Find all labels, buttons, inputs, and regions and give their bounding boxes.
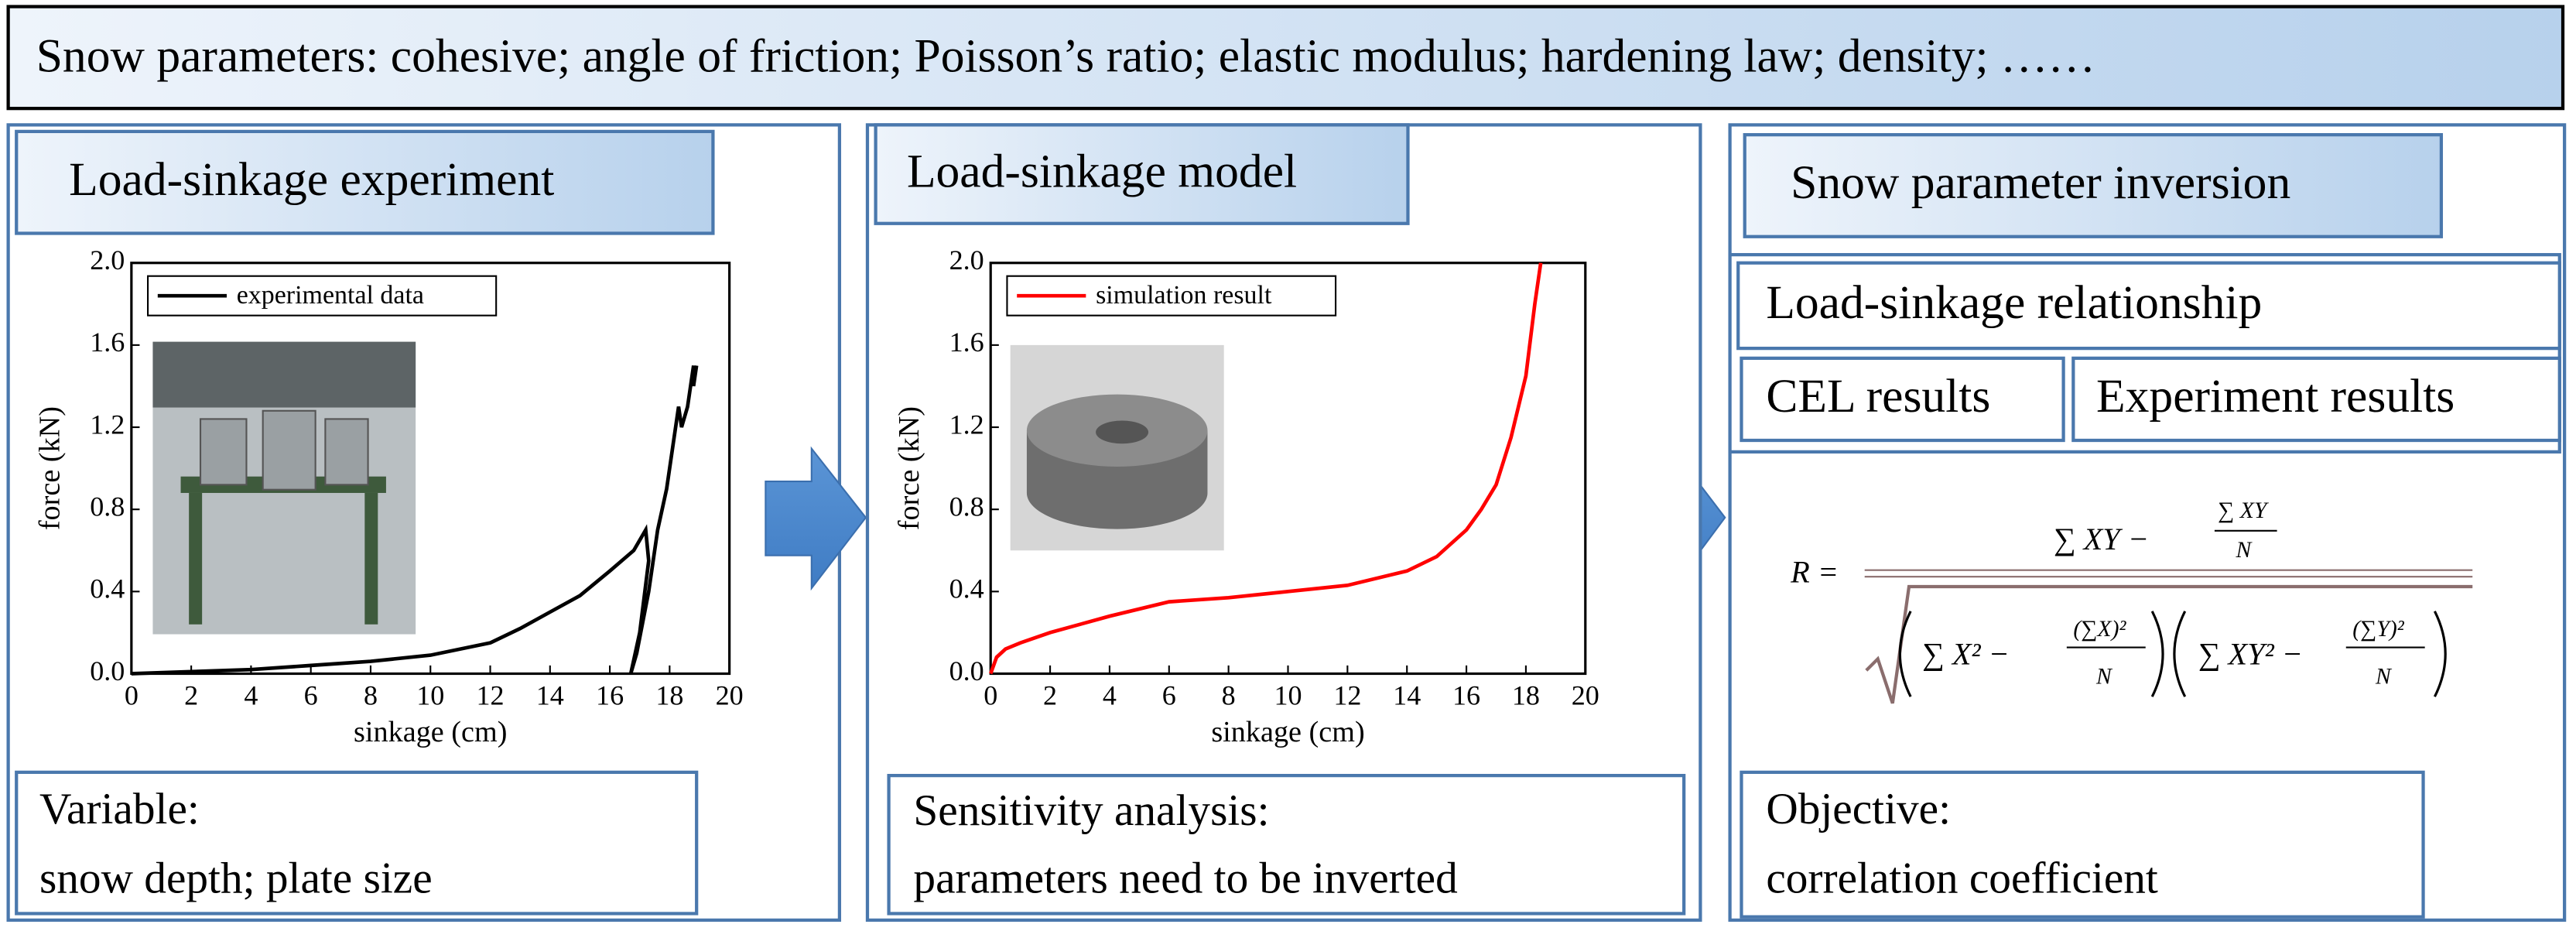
note-text: parameters need to be inverted <box>913 854 1457 902</box>
y-tick-label: 1.2 <box>949 409 984 440</box>
panel-title: Load-sinkage experiment <box>69 153 554 206</box>
banner <box>6 5 2565 111</box>
banner-title: Snow parameters: cohesive; angle of fric… <box>36 30 2095 83</box>
y-tick-label: 0.4 <box>90 573 125 604</box>
formula-part: ∑ XY <box>2218 498 2270 523</box>
x-tick-label: 20 <box>1572 680 1599 711</box>
formula-part: ∑ XY² − <box>2198 637 2303 672</box>
panel-title: Load-sinkage model <box>907 145 1297 197</box>
plot-frame <box>989 262 1587 676</box>
formula-part: N <box>2375 665 2393 690</box>
formula-part: ∑ X² − <box>1922 637 2010 672</box>
y-tick-label: 1.6 <box>949 327 984 358</box>
x-tick-label: 2 <box>1043 680 1057 711</box>
x-axis-label: sinkage (cm) <box>354 716 507 748</box>
x-tick-label: 10 <box>416 680 444 711</box>
y-tick-label: 2.0 <box>949 245 984 276</box>
x-tick-label: 0 <box>125 680 139 711</box>
plot-frame <box>130 262 731 676</box>
photo-detail <box>152 341 416 408</box>
x-tick-label: 6 <box>1162 680 1176 711</box>
source-box <box>2071 356 2561 443</box>
note-heading: Objective: <box>1766 785 1951 833</box>
legend-label: experimental data <box>237 281 424 310</box>
paren <box>2150 611 2164 697</box>
formula-part: N <box>2095 665 2113 690</box>
y-tick-label: 2.0 <box>90 245 125 276</box>
photo-detail <box>364 492 378 625</box>
formula-part: (∑X)² <box>2073 617 2126 642</box>
y-tick-label: 0.4 <box>949 573 984 604</box>
panel-header <box>1743 132 2444 238</box>
x-tick-label: 4 <box>244 680 258 711</box>
formula: R = ∑ XY − ∑ XY N ∑ X² − (∑X)² N ∑ XY² −… <box>1790 498 2473 704</box>
x-tick-label: 0 <box>984 680 997 711</box>
note-box <box>1740 770 2425 919</box>
model-render <box>1096 420 1149 444</box>
paren <box>2433 611 2447 697</box>
source: Experiment results <box>2096 370 2455 423</box>
formula-part: R = <box>1790 554 1839 589</box>
x-tick-label: 8 <box>364 680 378 711</box>
photo-detail <box>324 418 369 486</box>
paren <box>2173 611 2187 697</box>
y-tick-label: 0.0 <box>90 655 125 686</box>
formula-part: (∑Y)² <box>2352 617 2405 642</box>
y-axis-label: force (kN) <box>893 406 925 530</box>
x-tick-label: 10 <box>1274 680 1302 711</box>
flow-arrow <box>765 446 867 591</box>
panel-title: Snow parameter inversion <box>1791 156 2290 209</box>
source-box <box>1740 356 2065 443</box>
x-tick-label: 18 <box>655 680 683 711</box>
y-axis-label: force (kN) <box>34 406 67 530</box>
paren <box>1898 611 1912 697</box>
x-tick-label: 6 <box>304 680 318 711</box>
legend-label: simulation result <box>1096 281 1272 310</box>
x-tick-label: 16 <box>596 680 624 711</box>
x-axis-label: sinkage (cm) <box>1211 716 1364 748</box>
y-tick-label: 0.8 <box>949 491 984 522</box>
y-tick-label: 1.2 <box>90 409 125 440</box>
y-tick-label: 0.0 <box>949 655 984 686</box>
note-text: correlation coefficient <box>1766 854 2158 902</box>
formula-part: ∑ XY − <box>2054 522 2149 556</box>
y-tick-label: 1.6 <box>90 327 125 358</box>
x-tick-label: 16 <box>1452 680 1480 711</box>
panel-header <box>15 129 715 235</box>
panel-header <box>874 123 1410 225</box>
note-box <box>15 770 699 916</box>
y-tick-label: 0.8 <box>90 491 125 522</box>
photo-detail <box>189 492 203 625</box>
relationship-box <box>1736 261 2561 351</box>
x-tick-label: 14 <box>1393 680 1421 711</box>
relationship: Load-sinkage relationship <box>1766 276 2262 329</box>
x-tick-label: 12 <box>476 680 504 711</box>
x-tick-label: 8 <box>1222 680 1236 711</box>
photo-detail <box>262 409 316 491</box>
photo-detail <box>199 418 248 486</box>
series-line <box>131 365 699 676</box>
note-text: snow depth; plate size <box>39 854 433 902</box>
note-box <box>887 774 1686 916</box>
x-tick-label: 4 <box>1103 680 1117 711</box>
note-heading: Variable: <box>39 785 200 833</box>
x-tick-label: 14 <box>536 680 564 711</box>
x-tick-label: 18 <box>1512 680 1540 711</box>
formula-part: N <box>2236 538 2253 563</box>
x-tick-label: 2 <box>184 680 198 711</box>
note-heading: Sensitivity analysis: <box>913 786 1269 835</box>
x-tick-label: 12 <box>1333 680 1361 711</box>
series-line <box>989 262 1543 675</box>
source: CEL results <box>1766 370 1990 423</box>
x-tick-label: 20 <box>716 680 744 711</box>
sqrt-sign <box>1865 584 2473 704</box>
